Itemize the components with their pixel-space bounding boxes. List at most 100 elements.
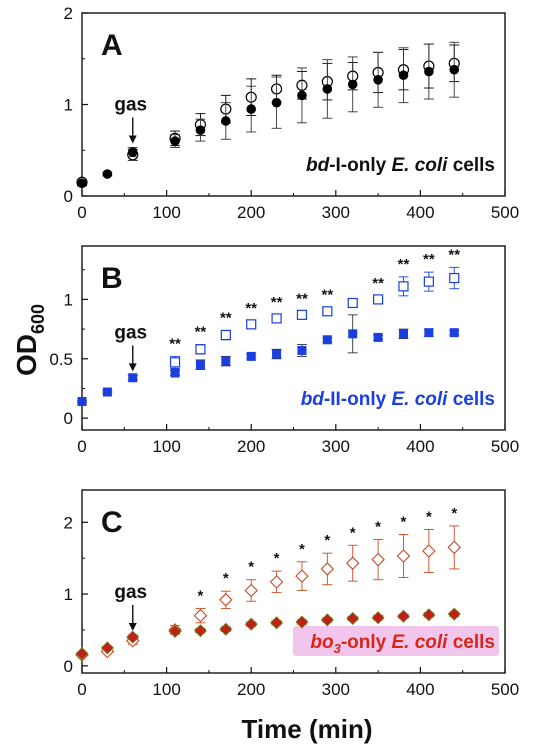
series-circle-filled <box>77 41 460 188</box>
caption-highlight <box>293 626 499 656</box>
significance-marker: ** <box>423 251 435 268</box>
y-tick-label: 2 <box>64 513 73 532</box>
panel-caption: bd-II-only E. coli cells <box>301 389 495 410</box>
x-tick-label: 0 <box>77 680 86 699</box>
significance-marker: * <box>299 541 305 558</box>
y-tick-label: 1 <box>64 96 73 115</box>
data-point <box>271 97 282 108</box>
x-tick-label: 0 <box>77 203 86 222</box>
data-point <box>246 104 256 114</box>
data-point <box>297 345 307 355</box>
x-tick-label: 300 <box>322 437 350 456</box>
caption-part: -II-only <box>324 389 392 410</box>
panel-letter: B <box>101 262 123 295</box>
data-point <box>195 344 206 355</box>
significance-marker: ** <box>398 256 410 273</box>
significance-marker: ** <box>372 275 384 292</box>
y-axis-label: OD600 <box>11 304 48 376</box>
data-point <box>449 328 459 338</box>
data-point <box>244 617 258 631</box>
data-point <box>221 116 231 126</box>
caption-part: 3 <box>334 641 342 656</box>
data-point <box>346 611 360 626</box>
series-diamond-open: * * * * * * * * * * * <box>75 505 462 662</box>
gas-label: gas <box>114 582 147 603</box>
data-point <box>128 373 138 383</box>
significance-marker: ** <box>169 335 181 352</box>
caption-part: cells <box>447 389 495 410</box>
data-point <box>221 356 231 366</box>
significance-marker: * <box>451 505 457 522</box>
significance-marker: ** <box>220 309 232 326</box>
data-point <box>322 335 332 345</box>
caption-part: -I-only <box>329 155 391 176</box>
x-tick-label: 500 <box>491 203 519 222</box>
data-point <box>170 368 180 378</box>
significance-marker: * <box>223 570 229 587</box>
x-tick-label: 200 <box>237 203 265 222</box>
significance-marker: * <box>401 513 407 530</box>
data-point <box>348 329 358 339</box>
data-point <box>422 544 436 558</box>
data-point <box>77 178 87 188</box>
data-point <box>322 84 333 94</box>
data-point <box>347 79 358 90</box>
significance-marker: ** <box>271 294 283 311</box>
y-tick-label: 0.5 <box>49 350 73 369</box>
shared-y-axis-label: OD600 <box>11 304 48 376</box>
data-point <box>272 349 282 359</box>
data-point <box>398 281 409 292</box>
series-square-open: ** ** ** ** ** ** ** ** ** ** ** <box>169 246 460 369</box>
gas-label: gas <box>114 322 147 343</box>
data-point <box>244 583 258 598</box>
y-tick-label: 0 <box>64 409 73 428</box>
caption-part: bd <box>306 155 330 176</box>
data-point <box>371 611 385 625</box>
data-point <box>219 622 233 636</box>
data-point <box>220 329 231 341</box>
data-point <box>219 593 233 607</box>
data-point <box>320 562 335 576</box>
data-point <box>296 309 308 320</box>
caption-part: E. coli <box>391 389 448 410</box>
data-point <box>373 294 384 305</box>
caption-part: E. coli <box>391 155 448 176</box>
caption-part: bo <box>310 632 333 653</box>
data-point <box>373 332 383 342</box>
y-tick-label: 0 <box>64 657 73 676</box>
data-point <box>270 616 284 630</box>
panel-letter: C <box>101 506 123 539</box>
data-point <box>100 641 114 655</box>
data-point <box>195 360 205 370</box>
panel-caption: bd-I-only E. coli cells <box>306 155 495 176</box>
data-point <box>449 64 460 75</box>
data-point <box>126 630 140 644</box>
data-point <box>449 272 460 284</box>
data-point <box>246 319 257 330</box>
gas-arrow-head <box>128 622 137 631</box>
significance-marker: * <box>350 524 356 541</box>
y-axis-label-subscript: 600 <box>28 304 48 334</box>
data-point <box>396 609 411 623</box>
series-square-filled <box>77 314 460 407</box>
x-tick-label: 500 <box>491 680 519 699</box>
x-tick-label: 0 <box>77 437 86 456</box>
x-tick-label: 300 <box>322 203 350 222</box>
data-point <box>322 306 333 317</box>
data-point <box>398 329 408 339</box>
significance-marker: ** <box>448 246 460 263</box>
gas-label: gas <box>114 95 147 116</box>
significance-marker: ** <box>195 324 207 341</box>
significance-marker: * <box>198 587 204 604</box>
significance-marker: * <box>324 532 330 549</box>
significance-marker: * <box>274 550 280 567</box>
x-axis-label: Time (min) <box>242 714 373 744</box>
data-point <box>170 136 180 146</box>
data-point <box>297 90 307 101</box>
data-point <box>320 613 334 627</box>
data-point <box>398 70 409 81</box>
y-tick-label: 2 <box>64 4 73 23</box>
